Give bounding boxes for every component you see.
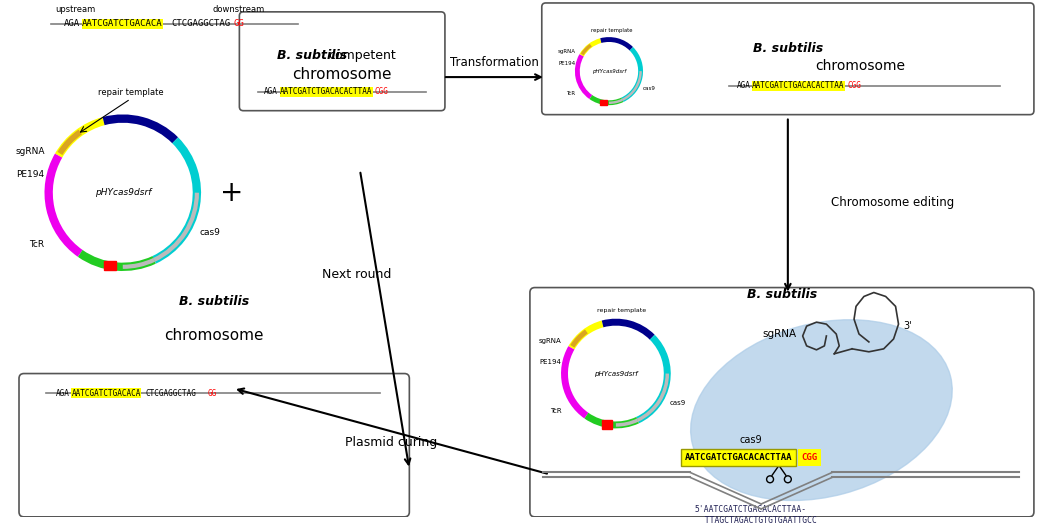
Text: Plasmid curing: Plasmid curing: [345, 436, 437, 449]
Text: 5'AATCGATCTGACACACTTAA-: 5'AATCGATCTGACACACTTAA-: [695, 505, 808, 514]
Text: TTAGCTAGACTGTGTGAATTGCC: TTAGCTAGACTGTGTGAATTGCC: [695, 516, 817, 523]
Text: AATCGATCTGACACA: AATCGATCTGACACA: [83, 19, 163, 28]
Text: AGA: AGA: [264, 87, 278, 96]
Text: AATCGATCTGACACACTTAA: AATCGATCTGACACACTTAA: [685, 453, 793, 462]
Text: AATCGATCTGACACA: AATCGATCTGACACA: [71, 389, 141, 398]
Bar: [601, 420, 612, 428]
Text: TcR: TcR: [566, 92, 575, 96]
Text: AGA: AGA: [736, 82, 750, 90]
Text: sgRNA: sgRNA: [558, 49, 575, 54]
Text: TcR: TcR: [29, 240, 45, 248]
Text: B. subtilis: B. subtilis: [747, 288, 817, 301]
Text: CGG: CGG: [801, 453, 818, 462]
Text: competent: competent: [328, 49, 395, 62]
Text: sgRNA: sgRNA: [763, 329, 797, 339]
Text: cas9: cas9: [642, 86, 656, 92]
Text: Chromosome editing: Chromosome editing: [832, 196, 955, 209]
FancyBboxPatch shape: [240, 12, 445, 111]
Bar: [600, 99, 607, 105]
Text: Transformation: Transformation: [450, 56, 539, 69]
FancyBboxPatch shape: [19, 373, 409, 517]
FancyBboxPatch shape: [530, 288, 1033, 517]
Text: CGG: CGG: [374, 87, 389, 96]
Text: GG: GG: [233, 19, 244, 28]
Text: B. subtilis: B. subtilis: [179, 295, 249, 308]
Text: 3': 3': [904, 321, 912, 331]
Text: AGA: AGA: [64, 19, 79, 28]
Text: chromosome: chromosome: [164, 328, 264, 344]
Text: cas9: cas9: [200, 228, 221, 237]
Ellipse shape: [690, 320, 952, 501]
Text: GG: GG: [208, 389, 217, 398]
Text: sgRNA: sgRNA: [539, 338, 562, 344]
Text: CGG: CGG: [847, 82, 861, 90]
Text: AATCGATCTGACACACTTAA: AATCGATCTGACACACTTAA: [752, 82, 845, 90]
Text: B. subtilis: B. subtilis: [753, 42, 823, 55]
Text: sgRNA: sgRNA: [16, 146, 45, 156]
FancyBboxPatch shape: [542, 3, 1033, 115]
Text: pHYcas9dsrf: pHYcas9dsrf: [94, 188, 151, 197]
Text: +: +: [220, 179, 243, 207]
Text: Next round: Next round: [322, 268, 391, 281]
Text: downstream: downstream: [212, 5, 265, 14]
Text: chromosome: chromosome: [816, 59, 906, 73]
Text: pHYcas9dsrf: pHYcas9dsrf: [594, 371, 638, 377]
Text: pHYcas9dsrf: pHYcas9dsrf: [592, 69, 627, 74]
Text: chromosome: chromosome: [293, 66, 392, 82]
Text: PE194: PE194: [17, 170, 45, 179]
Text: repair template: repair template: [591, 28, 633, 32]
Text: AATCGATCTGACACACTTAA: AATCGATCTGACACACTTAA: [280, 87, 372, 96]
Text: PE194: PE194: [559, 61, 575, 66]
Text: B. subtilis: B. subtilis: [277, 49, 347, 62]
Text: PE194: PE194: [540, 359, 562, 365]
Text: cas9: cas9: [740, 435, 763, 445]
Text: TcR: TcR: [550, 408, 562, 414]
Text: repair template: repair template: [98, 88, 163, 97]
Text: upstream: upstream: [55, 5, 95, 14]
Text: CTCGAGGCTAG: CTCGAGGCTAG: [145, 389, 197, 398]
Text: CTCGAGGCTAG: CTCGAGGCTAG: [172, 19, 230, 28]
Text: cas9: cas9: [669, 400, 685, 406]
Bar: [104, 261, 116, 270]
Text: AGA: AGA: [55, 389, 69, 398]
Text: repair template: repair template: [597, 308, 646, 313]
